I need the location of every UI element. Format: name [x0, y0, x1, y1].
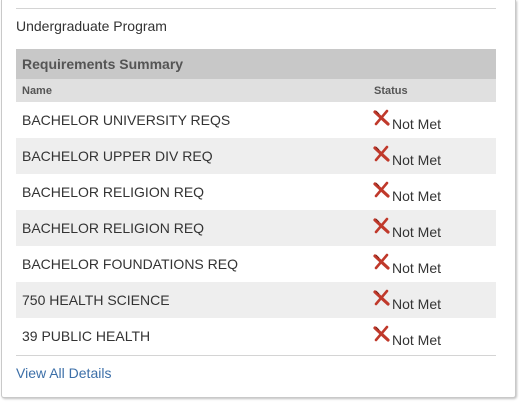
red-x-icon: [373, 217, 390, 234]
program-title: Undergraduate Program: [16, 18, 167, 34]
column-header-name: Name: [22, 85, 52, 97]
status-label: Not Met: [392, 260, 442, 276]
view-all-details-link[interactable]: View All Details: [16, 365, 112, 381]
requirement-name: BACHELOR RELIGION REQ: [22, 220, 205, 236]
status-label: Not Met: [392, 332, 442, 348]
top-divider: [16, 8, 496, 9]
status-label: Not Met: [392, 116, 442, 132]
table-row: BACHELOR RELIGION REQ Not Met: [16, 174, 496, 210]
requirement-status: Not Met: [373, 217, 441, 240]
requirement-name: BACHELOR RELIGION REQ: [22, 184, 205, 200]
table-row: BACHELOR UNIVERSITY REQS Not Met: [16, 102, 496, 138]
red-x-icon: [373, 109, 390, 126]
requirement-name: BACHELOR UPPER DIV REQ: [22, 148, 213, 164]
requirement-name: BACHELOR FOUNDATIONS REQ: [22, 256, 238, 272]
red-x-icon: [373, 289, 390, 306]
requirement-name: 750 HEALTH SCIENCE: [22, 292, 170, 308]
requirement-name: 39 PUBLIC HEALTH: [22, 328, 151, 344]
requirement-status: Not Met: [373, 109, 441, 132]
table-row: 39 PUBLIC HEALTH Not Met: [16, 318, 496, 354]
red-x-icon: [373, 325, 390, 342]
requirements-rows: BACHELOR UNIVERSITY REQS Not Met BACHELOR …: [16, 102, 496, 354]
requirement-status: Not Met: [373, 289, 441, 312]
requirement-status: Not Met: [373, 325, 441, 348]
requirement-name: BACHELOR UNIVERSITY REQS: [22, 112, 231, 128]
table-row: BACHELOR UPPER DIV REQ Not Met: [16, 138, 496, 174]
requirement-status: Not Met: [373, 145, 441, 168]
table-row: BACHELOR RELIGION REQ Not Met: [16, 210, 496, 246]
bottom-divider: [16, 355, 496, 356]
requirements-summary-table: Requirements Summary Name Status BACHELO…: [16, 49, 496, 354]
column-header-status: Status: [374, 85, 408, 97]
requirement-status: Not Met: [373, 253, 441, 276]
table-row: 750 HEALTH SCIENCE Not Met: [16, 282, 496, 318]
summary-header: Requirements Summary: [16, 49, 496, 79]
status-label: Not Met: [392, 152, 442, 168]
red-x-icon: [373, 145, 390, 162]
red-x-icon: [373, 253, 390, 270]
status-label: Not Met: [392, 188, 442, 204]
column-header-row: Name Status: [16, 79, 496, 102]
status-label: Not Met: [392, 224, 442, 240]
red-x-icon: [373, 181, 390, 198]
status-label: Not Met: [392, 296, 442, 312]
requirement-status: Not Met: [373, 181, 441, 204]
table-row: BACHELOR FOUNDATIONS REQ Not Met: [16, 246, 496, 282]
